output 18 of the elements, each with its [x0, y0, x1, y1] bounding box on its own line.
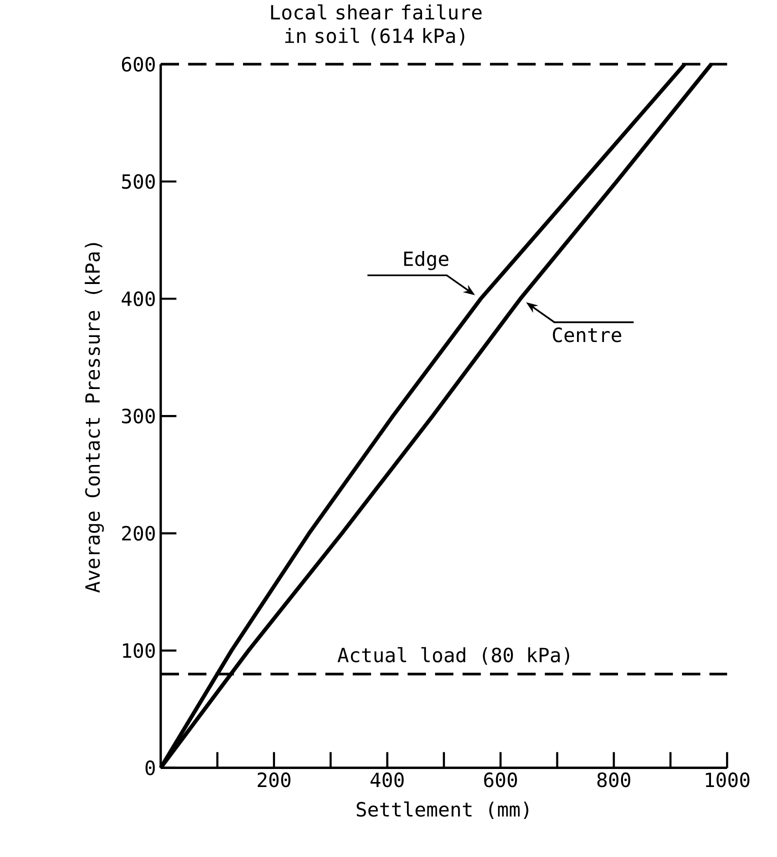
y-tick-label: 500: [122, 174, 155, 189]
y-tick-label: 100: [123, 643, 155, 658]
x-tick-label: 800: [597, 772, 630, 788]
ref-line-label: Local shear failure in soil (614 kPa): [271, 4, 482, 46]
y-tick-label: 0: [146, 760, 155, 776]
y-tick-label: 200: [122, 526, 155, 541]
text: Centre: [552, 327, 622, 342]
x-tick-label: 600: [484, 772, 517, 788]
x-tick-label: 400: [370, 772, 404, 788]
y-tick-label: 400: [122, 291, 155, 306]
y-tick-label: 600: [122, 56, 155, 72]
text: Edge: [404, 251, 448, 270]
x-tick-label: 200: [258, 772, 290, 788]
y-tick-label: 300: [122, 408, 155, 424]
y-axis-title: Average Contact Pressure (kPa): [84, 243, 104, 593]
ref-line-label: Actual load (80 kPa): [338, 647, 570, 665]
x-axis-title: Settlement (mm): [356, 801, 528, 820]
x-tick-label: 1000: [706, 772, 750, 788]
